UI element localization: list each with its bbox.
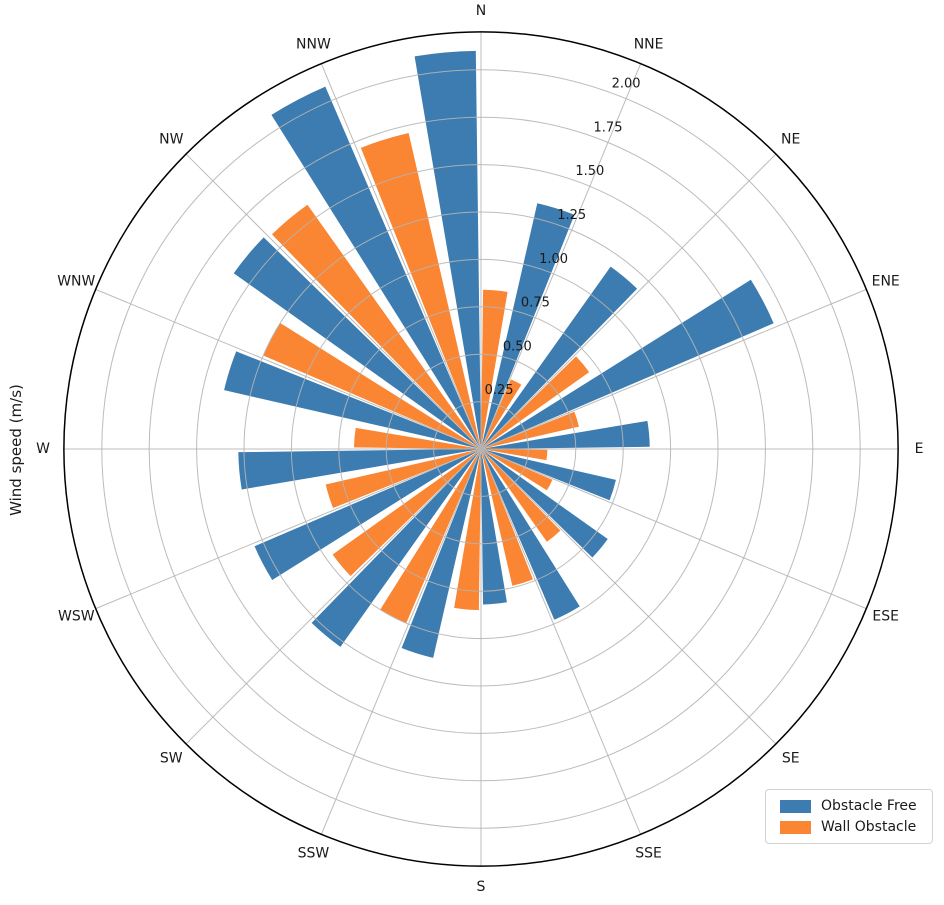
r-tick-label-0.50: 0.50 — [503, 339, 532, 354]
legend-swatch-obstacle-free — [780, 799, 811, 813]
direction-label-NE: NE — [781, 131, 800, 147]
direction-label-SSW: SSW — [298, 846, 330, 862]
direction-label-N: N — [476, 3, 486, 19]
direction-label-ENE: ENE — [872, 273, 900, 289]
bar-obstacle-free-S — [481, 449, 507, 605]
bar-wall-obstacle-SSE — [481, 449, 533, 586]
bar-wall-obstacle-W — [353, 427, 481, 449]
bar-obstacle-free-N — [414, 50, 481, 450]
bar-obstacle-free-WNW — [224, 351, 482, 449]
r-tick-label-1.00: 1.00 — [539, 252, 568, 267]
legend-label-obstacle-free: Obstacle Free — [821, 798, 917, 814]
bar-wall-obstacle-S — [454, 449, 481, 611]
direction-label-SE: SE — [782, 751, 800, 767]
bar-obstacle-free-SE — [481, 449, 608, 558]
r-tick-label-1.75: 1.75 — [594, 121, 623, 136]
r-tick-label-0.25: 0.25 — [485, 383, 514, 398]
bar-wall-obstacle-NNE — [481, 379, 522, 449]
direction-label-SW: SW — [160, 751, 183, 767]
y-axis-label: Wind speed (m/s) — [7, 384, 25, 516]
direction-label-W: W — [36, 441, 50, 457]
r-tick-label-1.50: 1.50 — [575, 164, 604, 179]
bar-obstacle-free-SSE — [481, 449, 580, 620]
bar-wall-obstacle-NNW — [360, 132, 481, 449]
bar-wall-obstacle-WSW — [325, 449, 481, 509]
polar-spoke-SSE — [480, 448, 642, 835]
bar-obstacle-free-SW — [311, 449, 481, 647]
legend-label-wall-obstacle: Wall Obstacle — [821, 819, 917, 835]
polar-spoke-WNW — [95, 288, 482, 450]
direction-label-ESE: ESE — [872, 609, 899, 625]
direction-label-NNW: NNW — [296, 36, 331, 52]
legend: Obstacle Free Wall Obstacle — [765, 789, 933, 844]
polar-spoke-NW — [185, 153, 482, 450]
direction-label-E: E — [915, 441, 924, 457]
polar-spoke-ENE — [480, 288, 867, 450]
legend-swatch-wall-obstacle — [780, 820, 811, 834]
bar-obstacle-free-NW — [233, 237, 481, 449]
legend-item-obstacle-free: Obstacle Free — [780, 798, 932, 814]
legend-item-wall-obstacle: Wall Obstacle — [780, 819, 932, 835]
direction-label-NW: NW — [159, 131, 183, 147]
polar-spoke-WSW — [95, 448, 482, 610]
bar-wall-obstacle-E — [481, 449, 548, 461]
bar-wall-obstacle-ESE — [481, 449, 553, 491]
polar-spoke-ESE — [480, 448, 867, 610]
bar-wall-obstacle-SE — [481, 449, 561, 542]
bar-wall-obstacle-NE — [481, 356, 590, 449]
bar-obstacle-free-E — [481, 420, 650, 449]
bar-wall-obstacle-SSW — [380, 449, 481, 624]
bar-wall-obstacle-NW — [271, 204, 481, 449]
bar-wall-obstacle-N — [481, 289, 508, 449]
polar-spoke-SSW — [320, 448, 482, 835]
bar-obstacle-free-ENE — [481, 279, 774, 449]
bar-wall-obstacle-ENE — [481, 411, 579, 449]
direction-label-NNE: NNE — [634, 36, 664, 52]
bar-obstacle-free-W — [238, 449, 481, 490]
bar-obstacle-free-NNW — [271, 86, 481, 449]
r-tick-label-2.00: 2.00 — [612, 77, 641, 92]
bar-obstacle-free-NE — [481, 266, 638, 449]
polar-spoke-NNW — [320, 63, 482, 450]
bar-wall-obstacle-SW — [332, 449, 481, 577]
polar-spoke-NE — [480, 153, 777, 450]
direction-label-SSE: SSE — [635, 846, 662, 862]
outer-circle — [63, 31, 899, 867]
direction-label-WSW: WSW — [58, 609, 95, 625]
r-tick-label-1.25: 1.25 — [557, 208, 586, 223]
bar-obstacle-free-ESE — [481, 449, 616, 501]
direction-label-WNW: WNW — [57, 273, 95, 289]
bar-obstacle-free-SSW — [401, 449, 481, 658]
bar-wall-obstacle-WNW — [263, 323, 481, 449]
direction-label-S: S — [477, 879, 486, 895]
bar-obstacle-free-WSW — [254, 449, 481, 580]
polar-spoke-SW — [185, 448, 482, 745]
polar-spoke-SE — [480, 448, 777, 745]
bar-obstacle-free-NNE — [481, 203, 575, 449]
r-tick-label-0.75: 0.75 — [521, 296, 550, 311]
polar-spoke-NNE — [480, 63, 642, 450]
